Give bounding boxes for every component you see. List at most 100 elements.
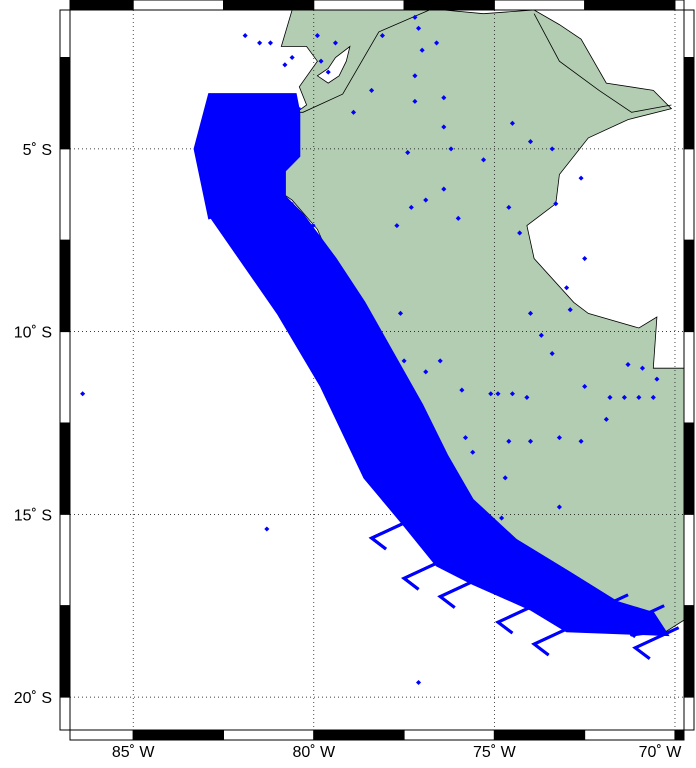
track-hook	[581, 593, 629, 627]
plot-border	[69, 9, 685, 731]
observation-point	[415, 679, 422, 686]
observation-point	[524, 394, 530, 400]
latitude-labels: 5˚ S 10˚ S 15˚ S 20˚ S	[14, 142, 52, 707]
track-band-1	[207, 176, 670, 637]
lat-label-20s: 20˚ S	[14, 690, 52, 707]
track-segment-3	[395, 465, 560, 589]
observation-point	[437, 358, 443, 364]
track-hook	[632, 626, 680, 660]
frame-right-segment	[683, 9, 695, 59]
observation-point	[654, 376, 660, 382]
frame-top-segment	[69, 0, 134, 11]
observation-point	[462, 435, 469, 441]
observation-point	[567, 307, 573, 313]
frame-left-segment	[59, 696, 71, 731]
frame-left-segment	[59, 605, 71, 698]
observation-point	[481, 157, 487, 163]
observation-point	[415, 25, 422, 31]
frame-right-segment	[683, 57, 695, 150]
lon-label-75w: 75˚ W	[473, 744, 517, 761]
observation-point	[517, 230, 523, 236]
frame-right-segment	[683, 239, 695, 333]
longitude-labels: 85˚ W 80˚ W 75˚ W 70˚ W	[112, 744, 682, 761]
observation-point	[408, 204, 414, 210]
frame-bottom-segment	[69, 729, 134, 741]
observation-point	[459, 387, 465, 393]
frame-left-segment	[59, 422, 71, 515]
observation-point	[419, 47, 425, 53]
observation-point	[639, 365, 646, 371]
frame-bottom-segment	[493, 729, 586, 741]
observation-point	[80, 391, 86, 397]
observation-point	[607, 394, 613, 400]
observation-point	[470, 449, 476, 455]
observation-point	[625, 361, 631, 368]
frame-right-segment	[683, 422, 695, 515]
track-segment-4	[539, 572, 661, 637]
observation-point	[488, 391, 494, 397]
observation-point	[564, 285, 570, 291]
observation-point	[423, 369, 429, 375]
frame-bottom-segment	[584, 729, 676, 741]
lon-label-70w: 70˚ W	[639, 744, 683, 761]
frame-top-segment	[584, 0, 676, 11]
map-frame	[59, 0, 695, 741]
lat-label-10s: 10˚ S	[14, 325, 52, 342]
track-segment-1	[211, 169, 358, 312]
observation-point	[506, 204, 512, 210]
frame-left-segment	[59, 9, 71, 59]
track-hook	[531, 622, 579, 657]
frame-right-segment	[683, 148, 695, 241]
observation-tracks	[193, 93, 680, 660]
track-hook	[401, 556, 449, 591]
observation-point	[495, 391, 501, 397]
frame-top-segment	[403, 0, 495, 11]
observation-point	[582, 383, 588, 389]
frame-top-segment	[493, 0, 586, 11]
frame-bottom-segment	[313, 729, 405, 741]
track-hook	[495, 600, 542, 635]
observation-point	[423, 197, 429, 203]
frame-left-segment	[59, 148, 71, 241]
observation-point	[621, 394, 627, 400]
border-line-1	[533, 13, 672, 113]
track-hook	[617, 604, 665, 638]
track-segment-0	[196, 96, 301, 184]
lon-label-85w: 85˚ W	[112, 744, 156, 761]
frame-bottom-segment	[403, 729, 495, 741]
observation-point	[509, 391, 515, 397]
frame-left-segment	[59, 239, 71, 333]
lat-label-5s: 5˚ S	[23, 142, 52, 159]
observation-point	[369, 87, 375, 93]
frame-bottom-segment	[223, 729, 315, 741]
observation-point	[448, 146, 454, 152]
observation-point	[506, 438, 512, 444]
graticule	[70, 10, 684, 730]
frame-right-segment	[683, 331, 695, 424]
frame-right-segment	[683, 696, 695, 731]
observation-point	[538, 332, 544, 338]
observation-point	[603, 416, 609, 422]
lat-label-15s: 15˚ S	[14, 507, 52, 524]
frame-bottom-segment	[674, 729, 685, 741]
frame-left-segment	[59, 57, 71, 150]
track-segment-2	[305, 301, 437, 476]
observation-point	[502, 475, 508, 481]
observation-point	[401, 358, 407, 364]
frame-right-segment	[683, 513, 695, 607]
frame-top-segment	[313, 0, 405, 11]
observation-point	[527, 310, 534, 316]
frame-top-segment	[223, 0, 315, 11]
observation-point	[397, 310, 404, 316]
frame-bottom-segment	[132, 729, 225, 741]
lon-label-80w: 80˚ W	[292, 744, 336, 761]
track-hook	[437, 575, 485, 609]
frame-left-segment	[59, 331, 71, 424]
observation-point	[264, 526, 270, 532]
gulf-inlet	[316, 45, 351, 84]
track-hook	[368, 516, 416, 551]
frame-right-segment	[683, 605, 695, 698]
frame-top-segment	[674, 0, 685, 11]
observation-point	[650, 394, 656, 400]
